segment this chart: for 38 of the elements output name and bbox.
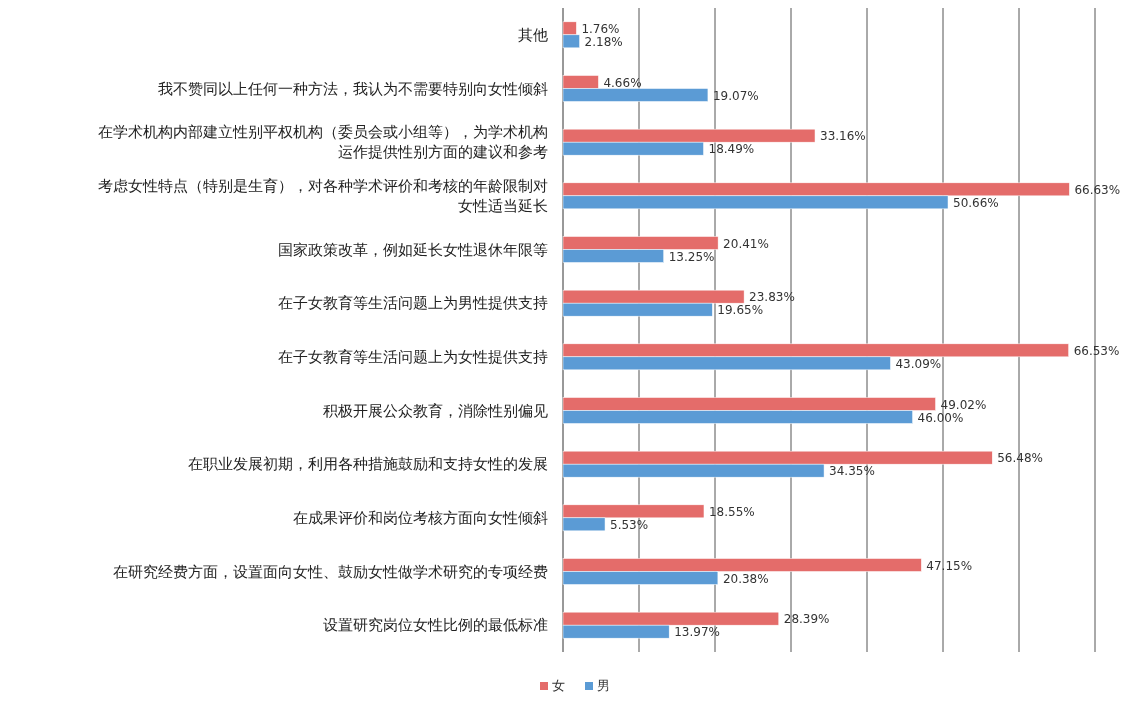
data-label: 13.97% [674,625,720,640]
data-label: 13.25% [668,249,715,264]
y-tick-label: 设置研究岗位女性比例的最低标准 [323,616,548,635]
legend-label: 女 [552,678,565,693]
data-label: 56.48% [997,451,1044,466]
data-label: 23.83% [749,290,795,305]
y-tick-label: 在成果评价和岗位考核方面向女性倾斜 [293,508,548,527]
data-label: 2.18% [584,34,623,49]
y-tick-label: 国家政策改革，例如延长女性退休年限等 [278,240,548,259]
legend-label: 男 [597,678,610,693]
data-label: 20.41% [723,236,769,251]
y-tick-label: 考虑女性特点（特别是生育），对各种学术评价和考核的年龄限制对女性适当延长 [98,176,548,215]
data-label: 1.76% [581,21,620,36]
data-label: 33.16% [820,129,866,144]
y-tick-label: 在子女教育等生活问题上为女性提供支持 [278,347,548,366]
y-tick-label: 在学术机构内部建立性别平权机构（委员会或小组等），为学术机构运作提供性别方面的建议和参考 [98,123,548,162]
y-tick-label: 我不赞同以上任何一种方法，我认为不需要特别向女性倾斜 [158,79,548,98]
data-label: 19.65% [717,303,764,318]
data-label: 28.39% [783,612,830,627]
y-tick-label: 其他 [518,25,548,44]
data-label: 18.49% [708,142,755,157]
data-label: 19.07% [712,88,759,103]
data-label: 50.66% [953,195,999,210]
data-label: 66.63% [1074,182,1121,197]
y-tick-label: 在子女教育等生活问题上为男性提供支持 [278,294,548,313]
y-tick-label: 积极开展公众教育，消除性别偏见 [323,401,548,420]
data-label: 43.09% [895,356,942,371]
data-label: 49.02% [940,397,987,412]
y-tick-label: 在研究经费方面，设置面向女性、鼓励女性做学术研究的专项经费 [113,562,548,581]
data-label: 5.53% [610,517,649,532]
data-label: 66.53% [1073,343,1120,358]
data-label: 4.66% [603,75,642,90]
data-label: 34.35% [829,464,875,479]
data-label: 46.00% [917,410,964,425]
data-label: 20.38% [722,571,769,586]
y-tick-label: 在职业发展初期，利用各种措施鼓励和支持女性的发展 [188,455,548,474]
data-label: 18.55% [708,504,755,519]
data-label: 47.15% [926,558,973,573]
